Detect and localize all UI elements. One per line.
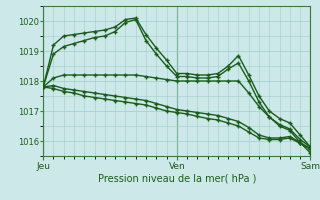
X-axis label: Pression niveau de la mer( hPa ): Pression niveau de la mer( hPa )	[98, 173, 256, 183]
